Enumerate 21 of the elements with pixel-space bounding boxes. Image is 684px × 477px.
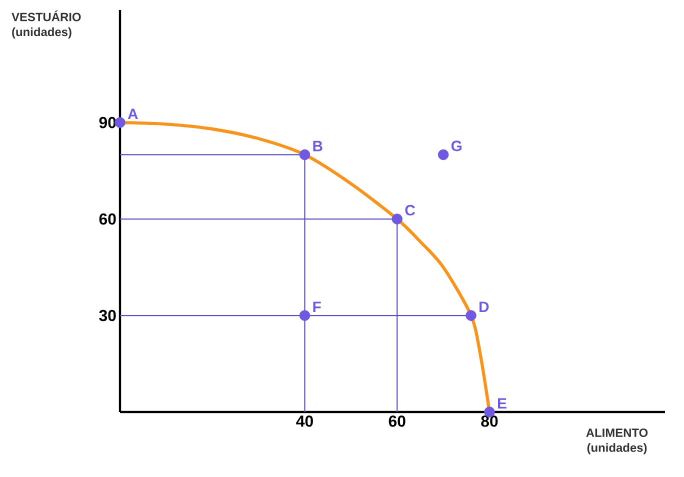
y-tick-label: 30 — [99, 310, 116, 322]
x-tick-label: 80 — [481, 416, 498, 427]
annotation: G — [451, 140, 462, 152]
point — [466, 310, 476, 321]
point — [299, 310, 310, 321]
x-tick-label: 40 — [296, 416, 313, 427]
y-axis-title: VESTUÁRIO (unidades) — [12, 10, 81, 39]
x-axis-title: ALIMENTO (unidades) — [586, 428, 648, 454]
point — [114, 117, 126, 128]
point — [438, 149, 449, 160]
y-tick-label: 90 — [99, 116, 116, 128]
point — [392, 214, 403, 224]
y-tick-label: 60 — [99, 213, 116, 225]
x-tick-label: 60 — [388, 416, 406, 427]
annotation: D — [480, 302, 489, 312]
point — [299, 149, 310, 160]
annotation: B — [313, 140, 322, 152]
annotation: F — [313, 302, 321, 312]
annotation: A — [128, 108, 138, 120]
annotation: C — [405, 204, 416, 216]
annotation: E — [498, 398, 506, 408]
